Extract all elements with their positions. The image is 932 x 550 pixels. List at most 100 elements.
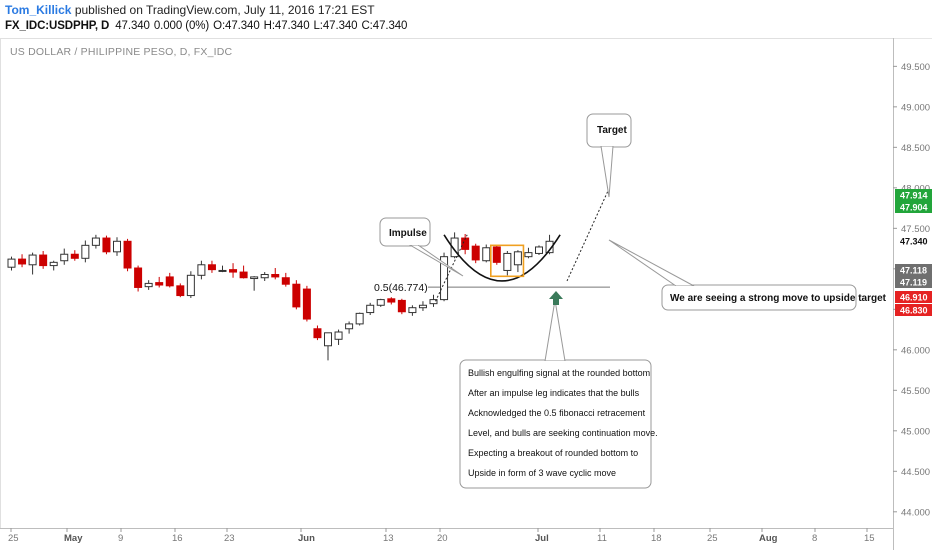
x-tick-label: Jun	[298, 533, 315, 544]
candle-body	[281, 277, 290, 285]
note-line: Acknowledged the 0.5 fibonacci retraceme…	[468, 408, 646, 418]
price-label-text: 47.914	[900, 191, 928, 201]
publish-line: Tom_Killick published on TradingView.com…	[5, 3, 375, 17]
candle-body	[18, 258, 27, 265]
candle-body	[123, 240, 132, 269]
x-tick-label: 11	[597, 533, 607, 544]
x-tick-label: Aug	[759, 533, 778, 544]
move-callout: We are seeing a strong move to upside ta…	[608, 239, 887, 311]
price-label-bg	[895, 291, 932, 303]
candle-body	[418, 304, 427, 309]
y-tick-label: 48.500	[901, 143, 930, 154]
candle-body	[134, 267, 143, 288]
candle-body	[292, 283, 301, 308]
notes-callout-pointer	[544, 299, 566, 362]
note-line: Upside in form of 3 wave cyclic move	[468, 468, 616, 478]
price-label-text: 47.340	[900, 237, 928, 247]
candle-body	[91, 237, 100, 246]
x-tick-label: 9	[118, 533, 123, 544]
candle-body	[387, 298, 396, 303]
x-tick-label: 20	[437, 533, 448, 544]
candle-body	[397, 299, 406, 313]
x-tick-label: 15	[864, 533, 875, 544]
candle-body	[144, 282, 153, 288]
price-label-bg	[895, 264, 932, 276]
candle-body	[313, 328, 322, 339]
note-line: Level, and bulls are seeking continuatio…	[468, 428, 658, 438]
candle-body	[345, 323, 354, 330]
y-tick-label: 49.500	[901, 62, 930, 73]
target-callout-fill	[588, 115, 630, 146]
x-tick-label: 23	[224, 533, 235, 544]
notes-callout: Bullish engulfing signal at the rounded …	[459, 299, 658, 489]
notes-callout-fill	[461, 361, 650, 487]
candle-body	[334, 331, 343, 340]
candle-body	[70, 253, 79, 259]
candle-body	[250, 276, 259, 280]
high-value: H:47.340	[263, 20, 310, 32]
price-label-text: 46.910	[900, 293, 928, 303]
y-tick-label: 45.500	[901, 386, 930, 397]
candle-body	[49, 261, 58, 267]
y-tick-label: 46.000	[901, 345, 930, 356]
note-line: Bullish engulfing signal at the rounded …	[468, 368, 650, 378]
close-value: C:47.340	[361, 20, 408, 32]
candle-body	[535, 246, 543, 254]
candle-body	[102, 237, 111, 253]
candle-body	[165, 276, 174, 287]
price-labels: 47.914 47.904 47.340 47.118 47.119 46.910 46.8…	[895, 189, 932, 316]
price-label: 47.119	[895, 276, 932, 288]
candle-body	[450, 237, 459, 258]
y-tick-label: 45.000	[901, 426, 930, 437]
price-label-bg	[895, 189, 932, 201]
candle-body	[176, 285, 185, 297]
x-tick-label: May	[64, 533, 83, 544]
price-label-text: 46.830	[900, 306, 928, 316]
candle-body	[471, 245, 480, 261]
author-link[interactable]: Tom_Killick	[5, 3, 72, 17]
candles	[7, 232, 554, 361]
price-label-text: 47.904	[900, 203, 928, 213]
target-label: Target	[597, 125, 627, 136]
price-label: 47.340	[895, 235, 932, 247]
bullish-arrow-icon	[549, 291, 563, 305]
candle-body	[355, 312, 364, 325]
publish-info: published on TradingView.com, July 11, 2…	[74, 3, 375, 17]
impulse-callout-fill	[381, 219, 429, 245]
candle-body	[28, 254, 37, 266]
candle-body	[324, 332, 332, 347]
target-callout-pointer	[600, 145, 614, 198]
chart-title: US DOLLAR / PHILIPPINE PESO, D, FX_IDC	[10, 46, 233, 58]
price-label: 46.830	[895, 304, 932, 316]
candle-body	[60, 253, 69, 262]
price-label-bg	[895, 276, 932, 288]
x-tick-label: 8	[812, 533, 817, 544]
candle-body	[429, 299, 438, 305]
candle-body	[492, 246, 501, 263]
target-callout: Target	[586, 113, 632, 198]
price-label: 47.914	[895, 189, 932, 201]
candle-body	[7, 258, 16, 268]
y-tick-label: 44.500	[901, 467, 930, 478]
drawings: Impulse Target We are seeing a strong move…	[379, 113, 887, 489]
fib-label: 0.5(46.774)	[374, 282, 428, 294]
move-label: We are seeing a strong move to upside ta…	[670, 293, 887, 304]
candle-body	[186, 274, 195, 297]
low-value: L:47.340	[313, 20, 358, 32]
candle-body	[366, 304, 375, 314]
x-tick-label: 13	[383, 533, 394, 544]
candle-body	[302, 288, 311, 320]
candle-body	[513, 251, 522, 266]
price-change: 0.000 (0%)	[153, 20, 210, 32]
y-tick-label: 49.000	[901, 102, 930, 113]
move-callout-pointer	[608, 239, 695, 287]
last-price: 47.340	[115, 20, 150, 32]
candle-body	[113, 240, 121, 253]
symbol-line: FX_IDC:USDPHP, D 47.340 0.000 (0%) O:47.340…	[5, 20, 411, 32]
price-label-bg	[895, 235, 932, 247]
candle-body	[229, 269, 238, 273]
price-label-text: 47.118	[900, 266, 927, 276]
y-tick-label: 47.500	[901, 224, 930, 235]
target-dotted-line	[566, 188, 610, 282]
